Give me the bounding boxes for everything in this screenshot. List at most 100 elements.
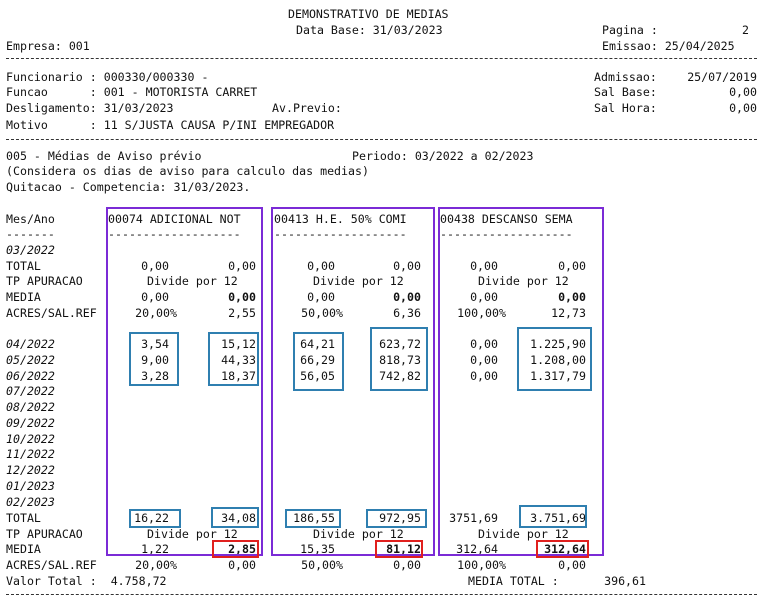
month-label: 02/2023 xyxy=(6,495,55,509)
sal-base-label: Sal Base: xyxy=(594,85,657,99)
value-highlight-box xyxy=(517,327,592,391)
cell: 0,00 xyxy=(393,558,421,572)
media-label: MEDIA xyxy=(6,542,41,556)
cell: 12,73 xyxy=(551,306,586,320)
mes-ano-header: Mes/Ano xyxy=(6,212,55,226)
cell: 0,00 xyxy=(307,259,335,273)
cell: 1.208,00 xyxy=(530,353,586,367)
value-highlight-box xyxy=(211,507,259,528)
cell: 3751,69 xyxy=(449,511,498,525)
cell: 66,29 xyxy=(300,353,335,367)
cell: 50,00% xyxy=(301,306,343,320)
cell: 20,00% xyxy=(135,306,177,320)
quitacao: Quitacao - Competencia: 31/03/2023. xyxy=(6,180,251,194)
cell: 0,00 xyxy=(228,290,256,304)
value-highlight-box xyxy=(129,509,181,528)
empresa: Empresa: 001 xyxy=(6,39,90,53)
cell: 0,00 xyxy=(558,290,586,304)
report-title: DEMONSTRATIVO DE MEDIAS xyxy=(288,7,449,21)
column-underline: ------------------- xyxy=(274,227,407,241)
cell: 0,00 xyxy=(558,558,586,572)
cell: 0,00 xyxy=(307,290,335,304)
acres-label: ACRES/SAL.REF xyxy=(6,306,97,320)
admissao-label: Admissao: xyxy=(594,70,657,84)
valor-total: Valor Total : 4.758,72 xyxy=(6,574,167,588)
cell: 818,73 xyxy=(379,353,421,367)
cell: 312,64 xyxy=(544,542,586,556)
value-highlight-box xyxy=(366,509,427,528)
media-highlight-box xyxy=(536,540,589,558)
cell: 0,00 xyxy=(141,259,169,273)
cell: 15,35 xyxy=(300,542,335,556)
month-label: 06/2022 xyxy=(6,369,55,383)
value-highlight-box xyxy=(519,505,587,528)
pagina-value: 2 xyxy=(742,23,749,37)
cell: 18,37 xyxy=(221,369,256,383)
cell: 186,55 xyxy=(293,511,335,525)
cell: 0,00 xyxy=(141,290,169,304)
data-base: Data Base: 31/03/2023 xyxy=(296,23,443,37)
cell: 15,12 xyxy=(221,337,256,351)
month-label: 11/2022 xyxy=(6,447,55,461)
separator-line xyxy=(6,139,757,140)
separator-line xyxy=(6,58,757,59)
cell: 972,95 xyxy=(379,511,421,525)
month-label: 09/2022 xyxy=(6,416,55,430)
media-label: MEDIA xyxy=(6,290,41,304)
av-previo: Av.Previo: xyxy=(272,101,342,115)
divide-note: Divide por 12 xyxy=(147,527,238,541)
cell: 0,00 xyxy=(470,337,498,351)
divide-note: Divide por 12 xyxy=(478,274,569,288)
funcionario: Funcionario : 000330/000330 - xyxy=(6,70,209,84)
month-label: 08/2022 xyxy=(6,400,55,414)
month-label: 01/2023 xyxy=(6,479,55,493)
tp-apuracao-label: TP APURACAO xyxy=(6,274,83,288)
value-highlight-box xyxy=(129,332,179,386)
tp-apuracao-label: TP APURACAO xyxy=(6,527,83,541)
cell: 0,00 xyxy=(470,353,498,367)
acres-label: ACRES/SAL.REF xyxy=(6,558,97,572)
separator-line xyxy=(6,594,757,595)
divide-note: Divide por 12 xyxy=(313,527,404,541)
media-highlight-box xyxy=(212,540,259,558)
sal-base-value: 0,00 xyxy=(729,85,757,99)
cell: 100,00% xyxy=(457,558,506,572)
period-label: 03/2022 xyxy=(6,243,55,257)
column-header-he-50-comi: 00413 H.E. 50% COMI xyxy=(274,212,407,226)
cell: 44,33 xyxy=(221,353,256,367)
value-highlight-box xyxy=(370,327,428,391)
month-label: 12/2022 xyxy=(6,463,55,477)
column-header-descanso-sema: 00438 DESCANSO SEMA xyxy=(440,212,573,226)
cell: 0,00 xyxy=(470,259,498,273)
cell: 6,36 xyxy=(393,306,421,320)
section-title: 005 - Médias de Aviso prévio xyxy=(6,149,202,163)
cell: 0,00 xyxy=(558,259,586,273)
periodo: Periodo: 03/2022 a 02/2023 xyxy=(352,149,534,163)
month-label: 05/2022 xyxy=(6,353,55,367)
cell: 3,54 xyxy=(141,337,169,351)
cell: 1.317,79 xyxy=(530,369,586,383)
admissao-value: 25/07/2019 xyxy=(687,70,757,84)
cell: 100,00% xyxy=(457,306,506,320)
total-label: TOTAL xyxy=(6,259,41,273)
sal-hora-label: Sal Hora: xyxy=(594,101,657,115)
cell: 0,00 xyxy=(470,290,498,304)
month-label: 10/2022 xyxy=(6,432,55,446)
media-total-label: MEDIA TOTAL : xyxy=(468,574,559,588)
considera-note: (Considera os dias de aviso para calculo… xyxy=(6,164,369,178)
mes-ano-underline: ------- xyxy=(6,227,55,241)
cell: 50,00% xyxy=(301,558,343,572)
cell: 742,82 xyxy=(379,369,421,383)
media-highlight-box xyxy=(375,540,423,558)
cell: 56,05 xyxy=(300,369,335,383)
column-underline: ------------------- xyxy=(108,227,241,241)
cell: 2,85 xyxy=(228,542,256,556)
divide-note: Divide por 12 xyxy=(147,274,238,288)
cell: 623,72 xyxy=(379,337,421,351)
funcao: Funcao : 001 - MOTORISTA CARRET xyxy=(6,85,258,99)
column-header-adicional-not: 00074 ADICIONAL NOT xyxy=(108,212,241,226)
cell: 0,00 xyxy=(393,290,421,304)
pagina-label: Pagina : xyxy=(602,23,658,37)
cell: 3.751,69 xyxy=(530,511,586,525)
cell: 0,00 xyxy=(228,558,256,572)
